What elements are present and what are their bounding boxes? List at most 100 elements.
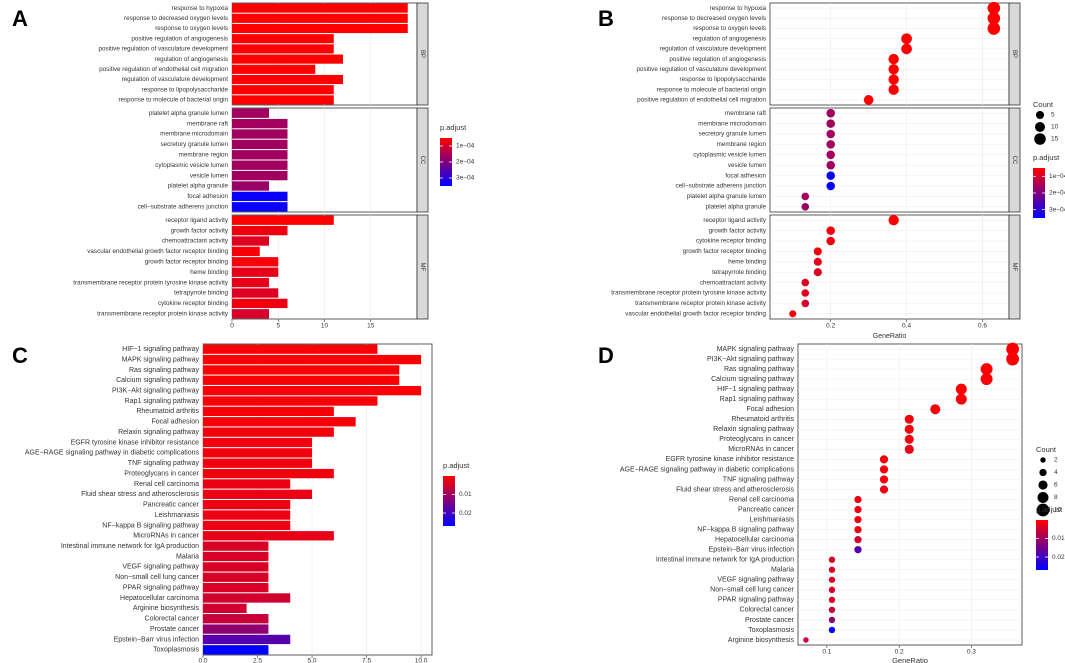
B-point	[826, 181, 835, 191]
C-bar	[203, 603, 247, 614]
B-point	[901, 43, 912, 55]
C-bar	[203, 385, 422, 396]
B-category-label: chemoattractant activity	[700, 279, 767, 286]
panel-label-A: A	[12, 6, 28, 31]
B-x-tick-label: 0.4	[902, 323, 911, 330]
D-colorbar-label: 0.02	[1052, 554, 1065, 561]
D-point	[803, 637, 809, 643]
C-x-tick-label: 10.0	[415, 658, 428, 663]
C-bar	[203, 531, 334, 541]
B-category-label: regulation of vasculature development	[660, 46, 767, 53]
B-category-label: heme binding	[728, 258, 766, 265]
C-bar	[203, 489, 313, 499]
C-category-label: Fluid shear stress and atherosclerosis	[81, 491, 199, 498]
C-bar	[203, 396, 378, 406]
C-category-label: PI3K−Akt signaling pathway	[112, 387, 199, 394]
D-point	[1006, 342, 1020, 356]
D-point	[904, 414, 914, 424]
panel-label-B: B	[598, 6, 614, 31]
B-category-label: vesicle lumen	[728, 162, 767, 169]
B-size-legend-label: 15	[1051, 136, 1059, 143]
D-category-label: NF−kappa B signaling pathway	[697, 526, 794, 533]
C-bar	[203, 427, 334, 437]
B-point	[826, 140, 835, 149]
C-colorbar-title: p.adjust	[443, 461, 470, 470]
C-category-label: Hepatocellular carcinoma	[120, 595, 199, 602]
B-facet-label: BP	[1011, 50, 1017, 58]
D-point	[828, 576, 836, 583]
C-colorbar-label: 0.01	[459, 491, 472, 498]
B-point	[826, 129, 835, 139]
panel-label-D: D	[598, 343, 614, 368]
B-category-label: secretory granule lumen	[698, 131, 766, 138]
D-category-label: TNF signaling pathway	[723, 476, 795, 483]
D-size-legend-dot	[1040, 457, 1046, 463]
A-category-label: cytokine receptor binding	[158, 300, 229, 307]
C-category-label: Epstein−Barr virus infection	[114, 636, 200, 643]
B-category-label: cytokine receptor binding	[696, 238, 767, 245]
A-bar	[232, 298, 288, 309]
D-category-label: Intestinal immune network for IgA produc…	[656, 557, 794, 564]
D-category-label: AGE−RAGE signaling pathway in diabetic c…	[620, 466, 795, 473]
C-category-label: PPAR signaling pathway	[123, 584, 200, 591]
C-category-label: Focal adhesion	[152, 419, 200, 426]
B-category-label: focal adhesion	[725, 172, 766, 179]
A-colorbar-label: 3e−04	[456, 175, 475, 182]
C-bar	[203, 448, 313, 458]
B-point	[801, 289, 810, 297]
A-x-tick-label: 15	[367, 323, 375, 330]
B-category-label: positive regulation of angiogenesis	[669, 56, 766, 63]
C-category-label: Colorectal cancer	[145, 616, 200, 623]
C-plot-frame	[202, 343, 433, 656]
B-category-label: cell−substrate adherens junction	[676, 183, 767, 190]
C-bar	[203, 344, 378, 354]
B-category-label: response to molecule of bacterial origin	[656, 86, 766, 93]
C-bar	[203, 354, 422, 365]
C-bar	[203, 458, 313, 468]
A-bar	[232, 118, 288, 129]
C-bar	[203, 500, 291, 510]
A-bar	[232, 202, 288, 212]
B-colorbar-label: 1e−04	[1049, 173, 1065, 180]
B-category-label: response to lipopolysaccharide	[680, 76, 767, 83]
A-bar	[232, 288, 279, 298]
D-category-label: Focal adhesion	[747, 406, 795, 413]
B-category-label: membrane region	[717, 141, 767, 148]
C-category-label: Pancreatic cancer	[143, 502, 200, 509]
C-bar	[203, 417, 356, 427]
D-point	[904, 444, 914, 454]
D-category-label: Relaxin signaling pathway	[713, 426, 794, 433]
B-point	[863, 95, 874, 105]
D-point	[955, 393, 967, 405]
A-bar	[232, 236, 269, 246]
D-category-label: Hepatocellular carcinoma	[715, 536, 794, 543]
B-category-label: transmembrane receptor protein kinase ac…	[635, 300, 767, 307]
D-point	[854, 546, 862, 554]
D-category-label: Leishmaniasis	[750, 516, 795, 523]
B-point	[826, 171, 835, 180]
A-bar	[232, 13, 408, 23]
D-category-label: Colorectal cancer	[740, 607, 795, 614]
B-category-label: response to oxygen levels	[693, 25, 766, 32]
D-category-label: Proteoglycans in cancer	[719, 436, 794, 443]
A-category-label: positive regulation of vasculature devel…	[98, 46, 228, 53]
B-point	[888, 53, 899, 65]
D-category-label: HIF−1 signaling pathway	[717, 386, 794, 393]
A-category-label: membrane microdomain	[160, 131, 228, 138]
B-category-label: response to decreased oxygen levels	[662, 15, 766, 22]
A-facet-label: CC	[419, 156, 425, 165]
D-point	[980, 373, 993, 386]
D-size-legend-dot	[1037, 492, 1049, 503]
B-x-tick-label: 0.6	[978, 323, 987, 330]
B-category-label: vascular endothelial growth factor recep…	[625, 310, 766, 317]
A-facet-label: BP	[419, 50, 425, 58]
B-facet-label: MF	[1011, 263, 1017, 272]
B-point	[888, 215, 899, 226]
C-category-label: MAPK signaling pathway	[122, 356, 200, 363]
B-point	[801, 203, 810, 211]
A-bar	[232, 64, 316, 74]
B-point	[888, 84, 899, 95]
D-category-label: Non−small cell lung cancer	[710, 587, 795, 594]
D-point	[828, 586, 836, 593]
D-point	[955, 383, 967, 395]
